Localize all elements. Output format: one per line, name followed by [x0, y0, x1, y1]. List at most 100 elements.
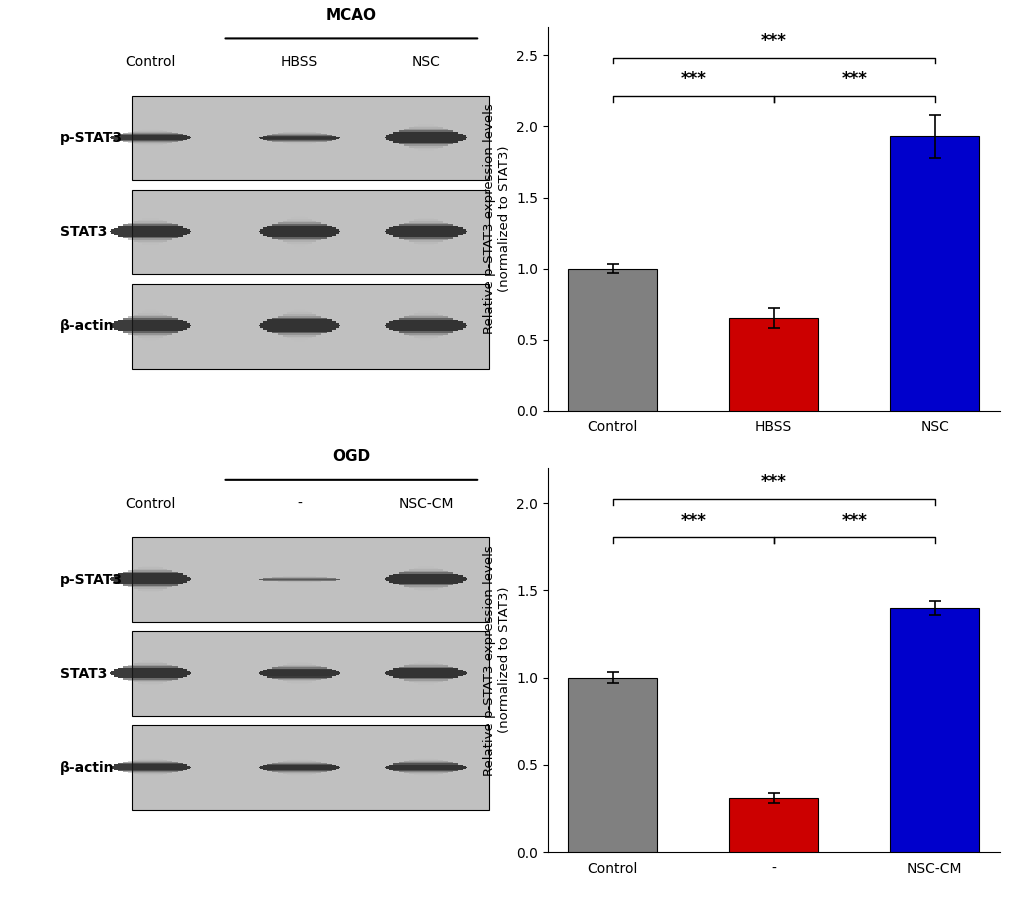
Text: β-actin: β-actin [60, 761, 114, 775]
Bar [414, 774, 437, 775]
Bar [386, 229, 465, 231]
Bar [393, 763, 458, 764]
Bar [262, 769, 336, 770]
Bar [393, 236, 458, 237]
Bar [113, 328, 187, 330]
Bar [260, 768, 338, 769]
Bar [111, 768, 190, 769]
Bar [422, 593, 429, 595]
Bar [142, 129, 159, 130]
Bar [290, 683, 308, 684]
Bar [123, 237, 177, 239]
Bar [729, 798, 817, 852]
Bar [145, 245, 156, 247]
Bar [149, 560, 152, 561]
Bar [422, 247, 429, 248]
Bar [290, 662, 308, 664]
Bar [385, 136, 466, 138]
Bar [133, 773, 167, 774]
Bar [293, 776, 305, 777]
Bar [388, 575, 463, 577]
Bar [123, 572, 177, 573]
Bar [145, 146, 156, 147]
Bar [425, 210, 426, 212]
Bar [422, 563, 429, 565]
Bar [409, 315, 442, 317]
Bar [398, 771, 452, 772]
Bar [425, 157, 426, 159]
Bar [118, 573, 182, 575]
Bar [142, 243, 159, 245]
Bar [282, 761, 316, 762]
Bar [133, 664, 167, 665]
Bar [287, 312, 311, 314]
Text: β-actin: β-actin [60, 319, 114, 334]
Bar [267, 330, 331, 332]
Bar [145, 217, 156, 218]
Text: ***: *** [760, 474, 786, 492]
Bar [424, 753, 427, 755]
Bar [110, 767, 191, 768]
Bar [267, 668, 331, 670]
Bar [409, 127, 442, 129]
Bar [414, 588, 437, 590]
Bar [147, 658, 154, 659]
Bar [149, 655, 152, 656]
Bar [404, 317, 447, 318]
Bar [111, 327, 190, 328]
Bar [425, 251, 426, 253]
Bar [260, 232, 338, 234]
Bar [417, 218, 434, 220]
Bar [422, 756, 429, 757]
Bar [298, 345, 301, 347]
Bar [277, 679, 321, 680]
Bar [409, 773, 442, 774]
Bar [398, 224, 452, 226]
Bar [147, 342, 154, 344]
Bar [424, 344, 427, 346]
Bar [133, 760, 167, 762]
Bar [267, 236, 331, 237]
Bar [420, 151, 431, 152]
Bar [111, 765, 190, 767]
Bar [128, 239, 172, 240]
Bar [388, 675, 463, 676]
Bar [148, 656, 152, 658]
Bar [296, 247, 303, 248]
Bar [260, 327, 338, 328]
Bar [110, 325, 191, 327]
Bar [398, 584, 452, 586]
Bar [277, 334, 321, 335]
Bar [424, 119, 428, 121]
Bar [142, 775, 159, 777]
Text: HBSS: HBSS [280, 55, 318, 69]
Bar [111, 579, 190, 581]
Bar [142, 566, 159, 567]
Bar [142, 145, 159, 146]
Bar [398, 130, 452, 132]
Bar [393, 142, 458, 143]
Bar [424, 689, 427, 690]
Bar [404, 239, 447, 240]
Bar [287, 774, 311, 775]
Bar [404, 772, 447, 773]
Bar [123, 584, 177, 586]
Bar [123, 762, 177, 763]
Bar [298, 657, 301, 658]
Bar [133, 240, 167, 241]
Bar [111, 232, 190, 234]
Bar [111, 577, 190, 578]
Bar [133, 131, 167, 132]
Bar [149, 304, 152, 306]
Bar [414, 663, 437, 664]
Bar [404, 222, 447, 224]
Bar [386, 765, 465, 767]
Bar [118, 770, 182, 771]
Bar [277, 666, 321, 667]
Bar [420, 660, 431, 661]
Bar [409, 761, 442, 762]
Bar [404, 679, 447, 681]
Bar [298, 304, 301, 306]
Bar [568, 268, 656, 411]
Bar [113, 139, 187, 140]
